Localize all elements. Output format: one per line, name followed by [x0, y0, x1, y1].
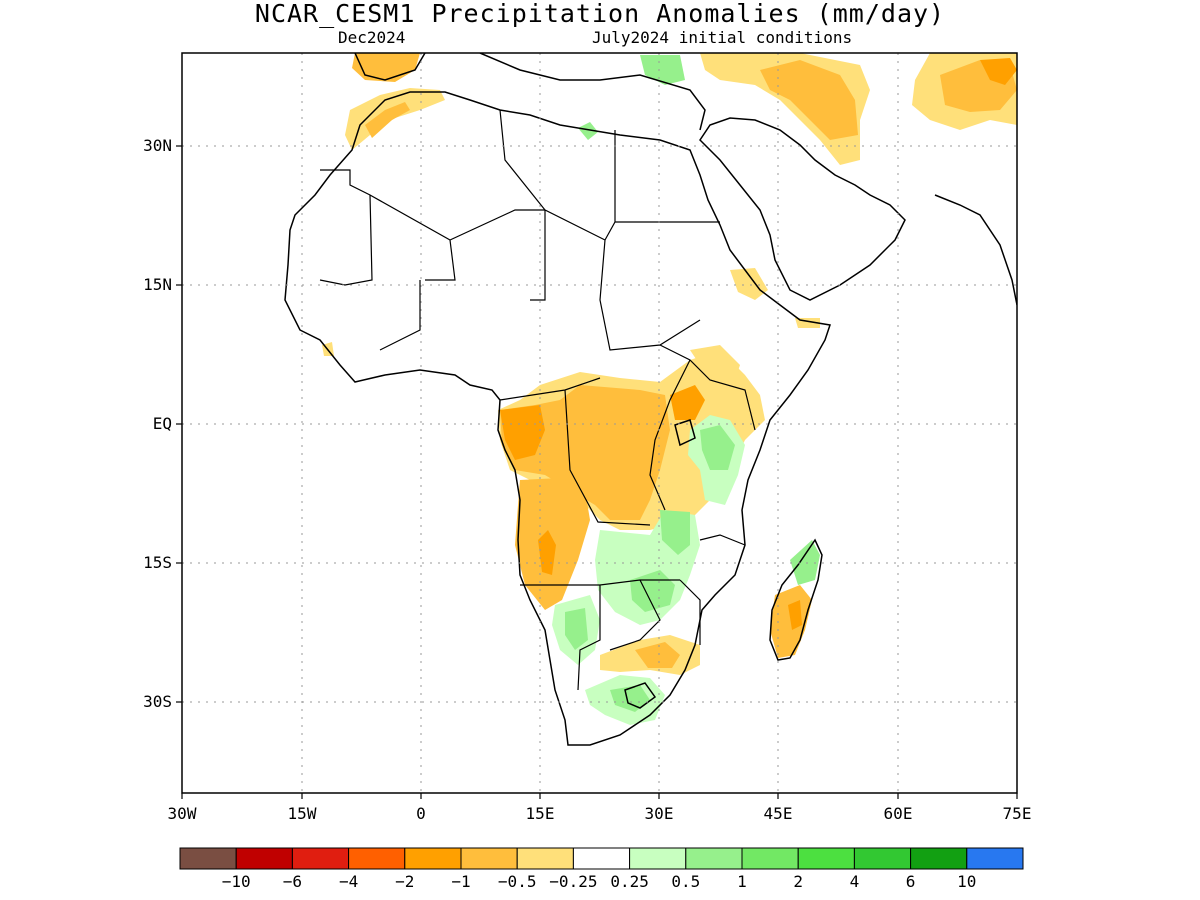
wet-patch-libya — [578, 122, 598, 140]
dry-patch-morocco-core — [365, 102, 410, 138]
wet-patch-south-africa-core — [610, 685, 650, 712]
colorbar-label: −10 — [221, 872, 251, 891]
y-tick-eq: EQ — [152, 414, 172, 433]
x-tick-15w: 15W — [287, 804, 317, 823]
wet-patch-malawi — [660, 510, 690, 555]
x-tick-75e: 75E — [1002, 804, 1032, 823]
tick-marks — [176, 145, 1018, 799]
wet-patch-namibia-core — [565, 608, 588, 650]
country-borders — [319, 109, 756, 691]
dry-patch-madagascar-core — [788, 600, 802, 630]
x-tick-45e: 45E — [763, 804, 793, 823]
precip-anomaly-map — [176, 52, 1018, 799]
x-tick-60e: 60E — [883, 804, 913, 823]
dry-patch-ethiopia — [690, 345, 740, 380]
map-title: NCAR_CESM1 Precipitation Anomalies (mm/d… — [254, 0, 946, 28]
anomaly-shading — [322, 53, 1017, 725]
coastlines — [284, 53, 1017, 746]
colorbar-label: 6 — [905, 872, 916, 891]
y-tick-30s: 30S — [143, 692, 172, 711]
colorbar-label: 10 — [957, 872, 977, 891]
colorbar-label: 4 — [849, 872, 860, 891]
x-tick-15e: 15E — [525, 804, 555, 823]
x-tick-30w: 30W — [167, 804, 197, 823]
initial-conditions-label: July2024 initial conditions — [592, 28, 853, 47]
india-coastline — [934, 194, 1017, 306]
arabia-coastline — [699, 117, 906, 301]
wet-patch-madagascar — [790, 540, 820, 585]
lake-victoria — [674, 419, 696, 447]
y-tick-15s: 15S — [143, 553, 172, 572]
colorbar-label: −4 — [338, 872, 359, 891]
dry-patch-uganda — [670, 385, 705, 420]
colorbar-label: 0.25 — [610, 872, 649, 891]
dry-patch-gabon — [500, 405, 545, 460]
dry-patch-pakistan — [980, 58, 1017, 85]
gridlines — [182, 53, 1017, 793]
dry-patch-red-sea — [730, 268, 768, 300]
x-tick-0: 0 — [416, 804, 426, 823]
wet-patch-turkey — [640, 55, 685, 85]
colorbar-label: 1 — [737, 872, 747, 891]
y-tick-15n: 15N — [143, 275, 172, 294]
dry-patch-mozambique-core — [635, 642, 680, 668]
colorbar-label: 2 — [793, 872, 803, 891]
madagascar-coastline — [769, 538, 823, 661]
x-tick-30e: 30E — [644, 804, 674, 823]
dry-patch-angola-core — [538, 530, 556, 575]
europe-coastline — [354, 53, 706, 131]
colorbar-label: −2 — [395, 872, 415, 891]
colorbar-label: −0.25 — [549, 872, 598, 891]
colorbar-label: −0.5 — [497, 872, 537, 891]
colorbar-label: −1 — [451, 872, 471, 891]
wet-patch-kenya-core — [700, 425, 735, 470]
y-tick-30n: 30N — [143, 136, 172, 155]
forecast-month: Dec2024 — [338, 28, 406, 47]
map-frame — [181, 52, 1018, 794]
dry-patch-iran — [760, 60, 858, 140]
dry-patch-morocco — [345, 88, 445, 150]
africa-coastline — [284, 91, 831, 746]
colorbar-label: −6 — [282, 872, 303, 891]
colorbar-label: 0.5 — [671, 872, 701, 891]
